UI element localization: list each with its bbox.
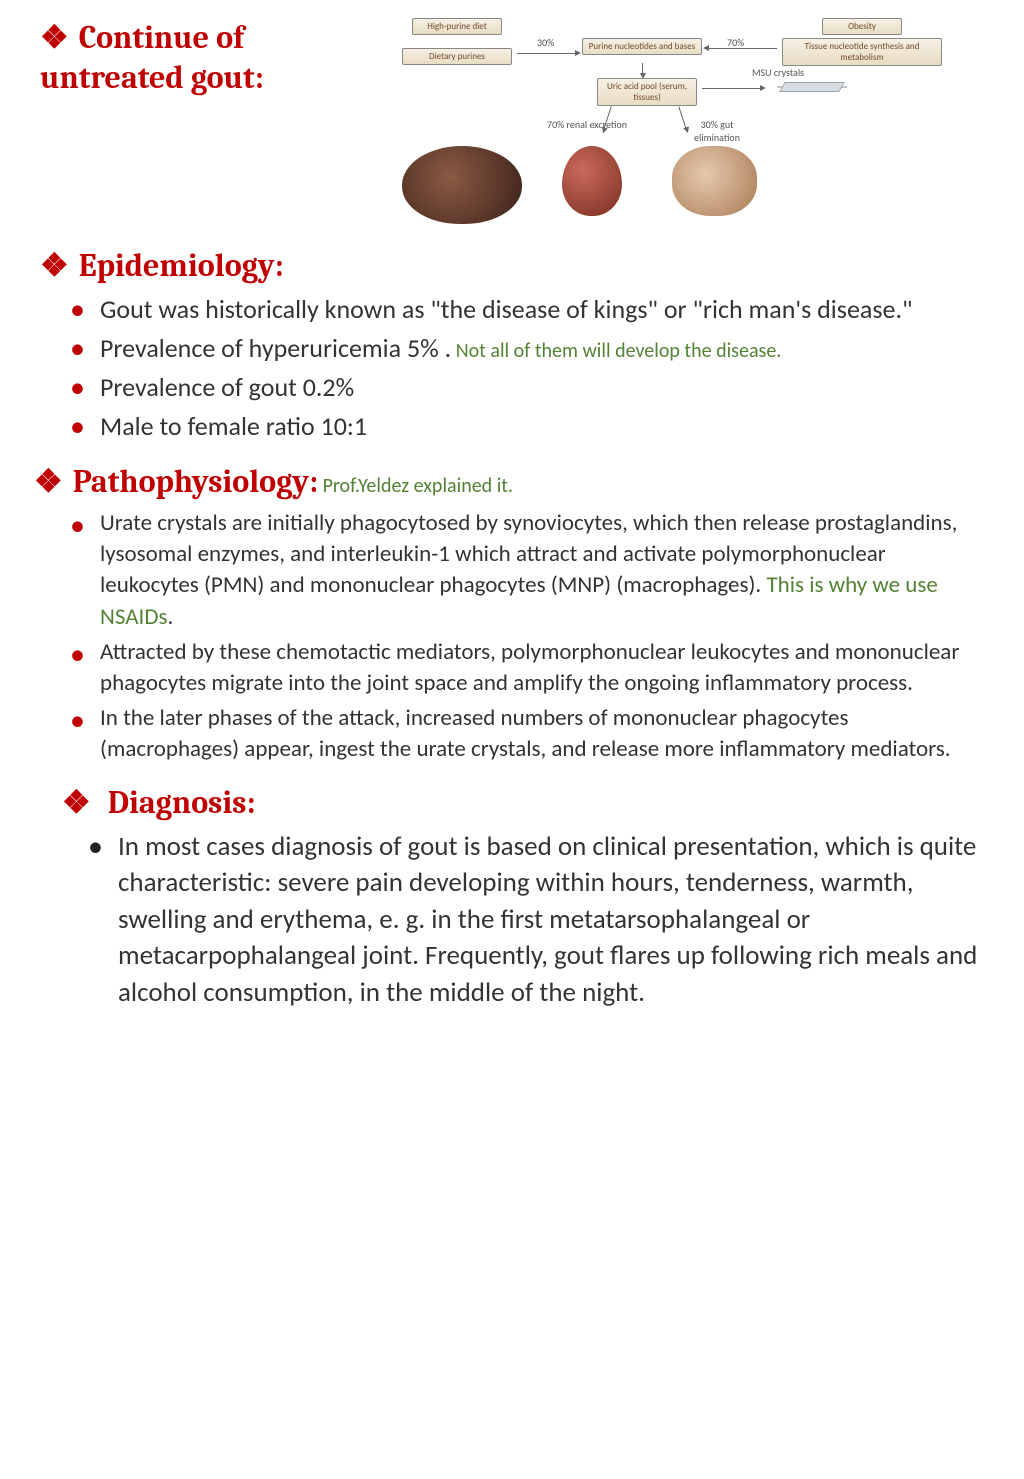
heading-epidemiology: ❖ Epidemiology: xyxy=(40,246,984,286)
label-gut: 30% gut elimination xyxy=(682,118,752,144)
list-item: Prevalence of gout 0.2% xyxy=(100,370,984,405)
heading-diagnosis-text: Diagnosis: xyxy=(101,784,256,821)
kidney-icon xyxy=(562,146,622,216)
heading-continue: ❖Continue of untreated gout: xyxy=(40,18,370,98)
box-tissue-nucleotide: Tissue nucleotide synthesis and metaboli… xyxy=(782,38,942,66)
text: Gout was historically known as "the dise… xyxy=(100,293,912,325)
arrow-icon xyxy=(707,48,777,49)
text: Attracted by these chemotactic mediators… xyxy=(100,638,959,697)
text: Male to female ratio 10:1 xyxy=(100,410,367,442)
heading-continue-col: ❖Continue of untreated gout: xyxy=(40,18,370,228)
list-item: Attracted by these chemotactic mediators… xyxy=(100,637,984,699)
diamond-icon: ❖ xyxy=(34,463,63,500)
pathophysiology-list: Urate crystals are initially phagocytose… xyxy=(40,508,984,764)
box-obesity: Obesity xyxy=(822,18,902,35)
text: In most cases diagnosis of gout is based… xyxy=(118,830,977,1009)
uric-acid-diagram: High-purine diet Dietary purines Purine … xyxy=(382,18,984,228)
list-item: Gout was historically known as "the dise… xyxy=(100,292,984,327)
list-item: In the later phases of the attack, incre… xyxy=(100,703,984,765)
label-renal: 70% renal excretion xyxy=(547,118,627,131)
text: Prevalence of hyperuricemia 5% . xyxy=(100,332,451,364)
list-item: In most cases diagnosis of gout is based… xyxy=(118,829,984,1011)
arrow-icon xyxy=(517,53,577,54)
ear-photo xyxy=(402,146,522,224)
intestine-icon xyxy=(672,146,757,216)
box-uric-acid-pool: Uric acid pool (serum, tissues) xyxy=(597,78,697,106)
diamond-icon: ❖ xyxy=(40,19,69,56)
diamond-icon: ❖ xyxy=(40,247,69,284)
diamond-icon: ❖ xyxy=(62,784,91,821)
heading-epidemiology-text: Epidemiology: xyxy=(79,247,284,284)
diagnosis-list: In most cases diagnosis of gout is based… xyxy=(40,829,984,1011)
note: Not all of them will develop the disease… xyxy=(451,339,781,363)
list-item: Urate crystals are initially phagocytose… xyxy=(100,508,984,632)
heading-pathophysiology: ❖ Pathophysiology: Prof.Yeldez explained … xyxy=(34,462,984,502)
top-row: ❖Continue of untreated gout: High-purine… xyxy=(40,18,984,228)
arrow-icon xyxy=(702,88,762,89)
msu-crystal-icon xyxy=(777,78,847,98)
epidemiology-list: Gout was historically known as "the dise… xyxy=(40,292,984,444)
list-item: Male to female ratio 10:1 xyxy=(100,409,984,444)
list-item: Prevalence of hyperuricemia 5% . Not all… xyxy=(100,331,984,366)
box-high-purine-diet: High-purine diet xyxy=(412,18,502,35)
label-30pct: 30% xyxy=(537,36,554,49)
box-purine-nucleotides: Purine nucleotides and bases xyxy=(582,38,702,55)
heading-pathophysiology-text: Pathophysiology: xyxy=(73,463,318,500)
text: . xyxy=(168,603,174,631)
heading-diagnosis: ❖ Diagnosis: xyxy=(62,783,984,823)
box-dietary-purines: Dietary purines xyxy=(402,48,512,65)
heading-continue-text: Continue of untreated gout: xyxy=(40,19,264,96)
arrow-icon xyxy=(642,63,643,75)
text: Prevalence of gout 0.2% xyxy=(100,371,354,403)
heading-note: Prof.Yeldez explained it. xyxy=(318,474,513,498)
diagram-col: High-purine diet Dietary purines Purine … xyxy=(382,18,984,228)
text: In the later phases of the attack, incre… xyxy=(100,704,951,763)
